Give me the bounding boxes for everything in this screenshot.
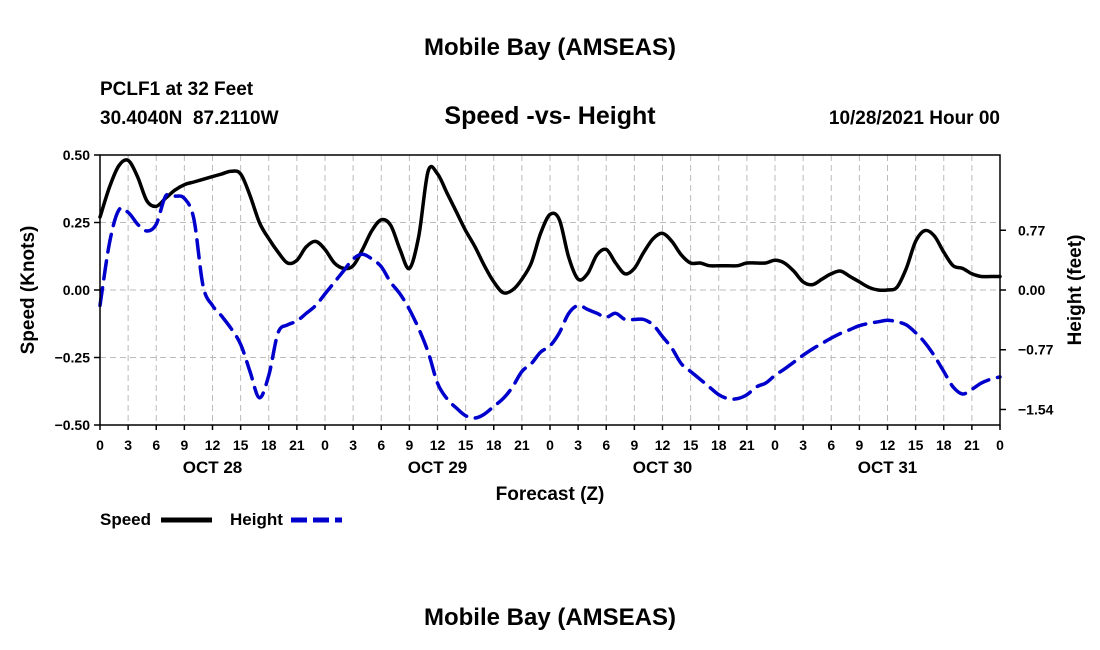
x-tick-label: 0 (996, 437, 1004, 453)
day-label: OCT 31 (858, 458, 918, 477)
y2-axis-label: Height (feet) (1065, 235, 1086, 346)
grid-layer (100, 155, 1000, 425)
x-tick-label: 18 (486, 437, 502, 453)
legend-speed-label: Speed (100, 510, 151, 529)
y-tick-label: 0.25 (63, 215, 90, 231)
x-tick-label: 21 (289, 437, 305, 453)
x-tick-label: 15 (908, 437, 924, 453)
forecast-datetime: 10/28/2021 Hour 00 (829, 108, 1000, 129)
x-tick-label: 6 (377, 437, 385, 453)
page-title-top: Mobile Bay (AMSEAS) (424, 34, 676, 61)
x-tick-label: 18 (711, 437, 727, 453)
x-tick-label: 6 (602, 437, 610, 453)
y-tick-label: −0.25 (55, 350, 91, 366)
x-tick-label: 21 (964, 437, 980, 453)
x-tick-label: 0 (321, 437, 329, 453)
page-title-bottom: Mobile Bay (AMSEAS) (424, 604, 676, 631)
x-tick-label: 6 (827, 437, 835, 453)
coords-label: 30.4040N 87.2110W (100, 108, 279, 129)
x-tick-label: 21 (514, 437, 530, 453)
x-tick-label: 9 (180, 437, 188, 453)
chart-title: Speed -vs- Height (444, 102, 656, 130)
x-tick-label: 0 (771, 437, 779, 453)
day-label: OCT 30 (633, 458, 693, 477)
series-line-speed (98, 158, 1002, 295)
x-tick-label: 21 (739, 437, 755, 453)
x-tick-label: 15 (233, 437, 249, 453)
day-labels: OCT 28 OCT 29 OCT 30 OCT 31 (183, 458, 918, 477)
y-axis-label: Speed (Knots) (18, 226, 39, 355)
x-tick-label: 12 (880, 437, 896, 453)
x-tick-label: 15 (683, 437, 699, 453)
y-tick-label: −0.50 (55, 417, 91, 433)
station-label: PCLF1 at 32 Feet (100, 79, 254, 100)
x-tick-label: 9 (630, 437, 638, 453)
legend: Speed Height (100, 510, 342, 529)
x-tick-label: 12 (655, 437, 671, 453)
y2-tick-label: −0.77 (1018, 342, 1054, 358)
y2-tick-label: 0.00 (1018, 282, 1045, 298)
y-tick-label: 0.00 (63, 282, 90, 298)
x-tick-label: 12 (205, 437, 221, 453)
x-axis-label: Forecast (Z) (496, 484, 605, 505)
x-tick-label: 9 (855, 437, 863, 453)
x-tick-label: 9 (405, 437, 413, 453)
x-tick-label: 0 (546, 437, 554, 453)
series-layer (98, 158, 1002, 420)
day-label: OCT 28 (183, 458, 243, 477)
x-tick-label: 3 (349, 437, 357, 453)
x-axis-ticks: 0 3 6 9 12 15 18 21 0 3 6 9 12 15 18 21 0 3 6 9 12 15 18 21 0 3 6 9… (96, 425, 1004, 453)
x-tick-label: 6 (152, 437, 160, 453)
x-tick-label: 12 (430, 437, 446, 453)
series-line-height (98, 192, 1002, 420)
x-tick-label: 0 (96, 437, 104, 453)
x-tick-label: 3 (574, 437, 582, 453)
y2-tick-label: −1.54 (1018, 401, 1054, 417)
y2-tick-label: 0.77 (1018, 222, 1045, 238)
x-tick-label: 18 (936, 437, 952, 453)
day-label: OCT 29 (408, 458, 468, 477)
x-tick-label: 15 (458, 437, 474, 453)
y-axis-ticks: 0.50 0.25 0.00 −0.25 −0.50 (55, 147, 100, 433)
y2-axis-ticks: 0.77 0.00 −0.77 −1.54 (1000, 222, 1054, 417)
x-tick-label: 18 (261, 437, 277, 453)
x-tick-label: 3 (124, 437, 132, 453)
y-tick-label: 0.50 (63, 147, 90, 163)
x-tick-label: 3 (799, 437, 807, 453)
legend-height-label: Height (230, 510, 283, 529)
